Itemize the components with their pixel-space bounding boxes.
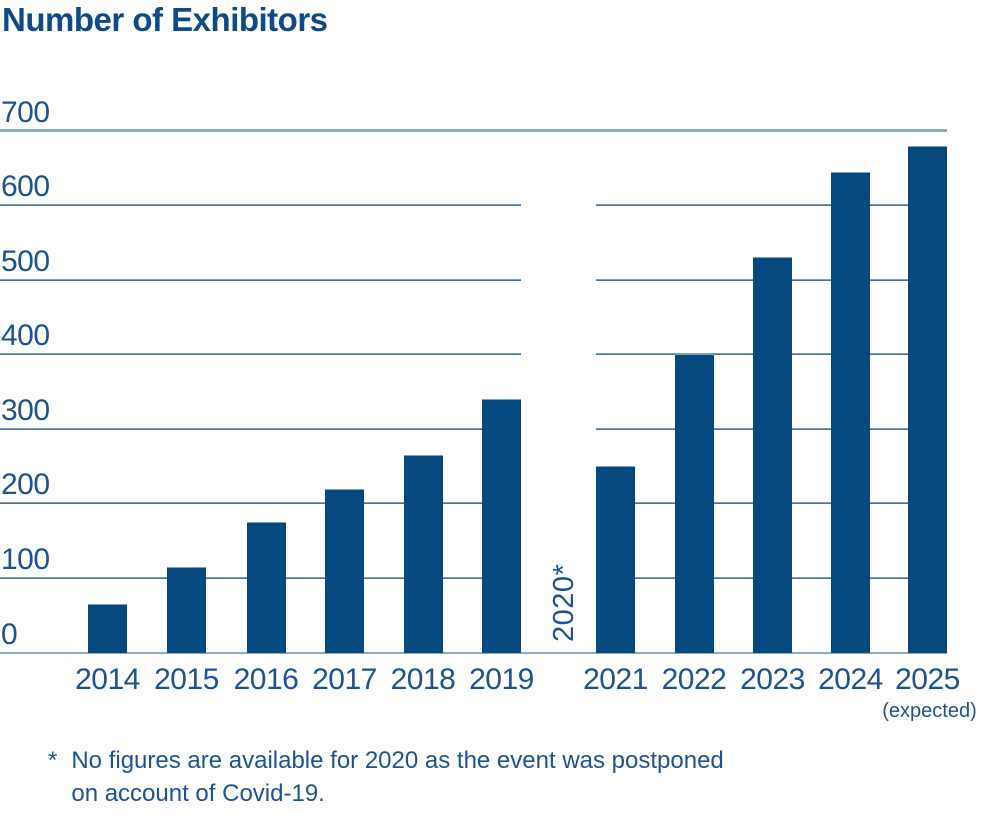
y-axis-label-700: 700 <box>1 96 50 129</box>
footnote: * No figures are available for 2020 as t… <box>48 744 724 810</box>
bar-2022 <box>674 354 714 653</box>
gridline-200-left <box>0 502 521 504</box>
gridline-300-left <box>0 428 521 430</box>
x-axis-label-2018: 2018 <box>390 663 456 696</box>
gridline-400-left <box>0 353 521 355</box>
y-axis-label-300: 300 <box>1 394 50 427</box>
x-axis-label-2025: 2025 <box>895 663 960 696</box>
bar-2021 <box>596 466 635 653</box>
y-axis-label-0: 0 <box>1 618 18 651</box>
x-axis-label-2022: 2022 <box>661 663 727 696</box>
bar-2018 <box>403 455 443 653</box>
y-axis-label-400: 400 <box>1 319 50 352</box>
gridline-0 <box>0 652 947 654</box>
y-axis-label-100: 100 <box>1 543 50 576</box>
x-axis-label-2014: 2014 <box>75 663 140 696</box>
x-axis-label-2015: 2015 <box>154 663 219 696</box>
footnote-text: No figures are available for 2020 as the… <box>71 744 723 810</box>
gridline-700 <box>0 129 947 132</box>
x-axis-label-2023: 2023 <box>740 663 805 696</box>
footnote-line-1: No figures are available for 2020 as the… <box>71 747 724 774</box>
x-axis-label-2019: 2019 <box>469 663 534 696</box>
x-axis-label-2021: 2021 <box>583 663 648 696</box>
x-axis-label-2020-rotated: 2020* <box>548 563 580 642</box>
chart-title: Number of Exhibitors <box>2 1 328 38</box>
footnote-asterisk: * <box>48 747 58 774</box>
bar-2017 <box>325 488 364 653</box>
footnote-line-2: on account of Covid-19. <box>71 780 325 807</box>
bar-2024 <box>831 171 870 653</box>
bar-2025 <box>908 145 947 653</box>
bar-2023 <box>753 257 792 653</box>
gridline-600-right <box>596 204 947 206</box>
gridline-500-left <box>0 279 521 281</box>
bar-2016 <box>246 522 286 653</box>
x-axis-sublabel-expected: (expected) <box>882 700 977 722</box>
y-axis-label-500: 500 <box>1 245 50 278</box>
y-axis-label-600: 600 <box>1 170 50 203</box>
x-axis-label-2017: 2017 <box>312 663 377 696</box>
bar-2015 <box>167 566 206 653</box>
x-axis-label-2024: 2024 <box>818 663 883 696</box>
x-axis-label-2016: 2016 <box>233 663 299 696</box>
gridline-600-left <box>0 204 521 206</box>
bar-2019 <box>482 399 521 653</box>
y-axis-label-200: 200 <box>1 468 50 501</box>
bar-2014 <box>88 604 127 653</box>
